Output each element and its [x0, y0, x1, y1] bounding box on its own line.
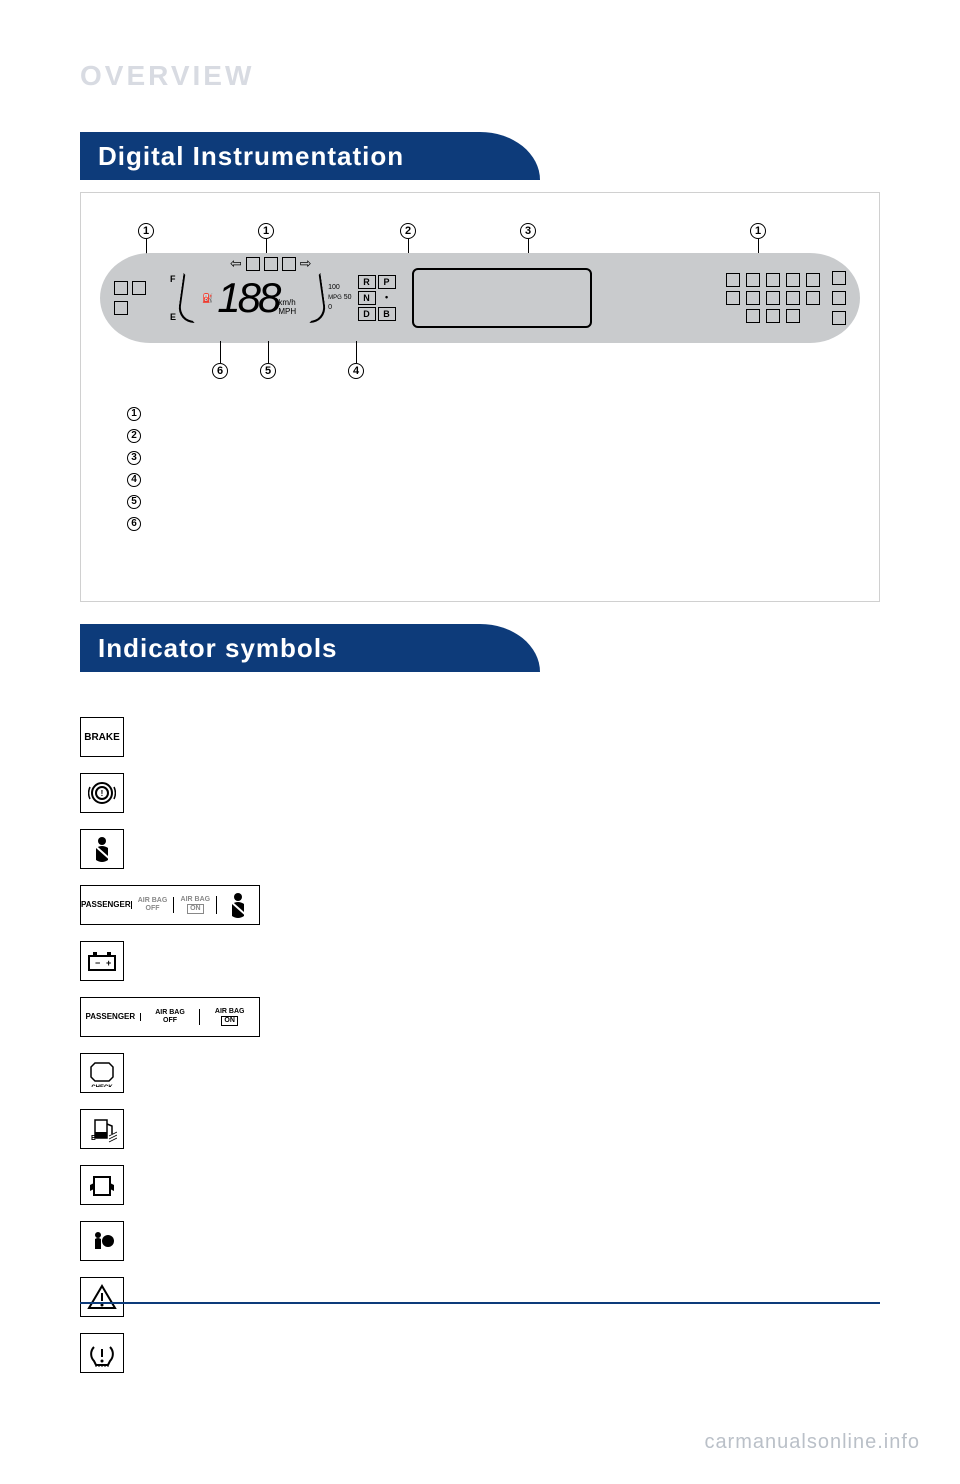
indicator-row: BRAKE Brake system warning1 — [80, 713, 880, 761]
indicator-row: PASSENGERAIR BAGOFFAIR BAGON Front passen… — [80, 881, 880, 929]
tpms-icon — [80, 1333, 124, 1373]
fuel-letters: F E — [170, 274, 176, 322]
low-fuel-icon: E — [80, 1109, 124, 1149]
indicator-label: Low Tire Pressure Warning1 — [138, 1345, 299, 1361]
right-indicator-grid — [726, 273, 822, 323]
callout-marker: 1 — [258, 223, 274, 239]
section-header-indicators: Indicator symbols — [80, 624, 880, 672]
indicator-label: Airbag SRS warning1 — [138, 1233, 260, 1249]
passenger-quad-icon: PASSENGERAIR BAGOFFAIR BAGON — [80, 885, 260, 925]
indicator-label: Malfunction/Check Engine indicator2 — [138, 1065, 347, 1081]
footer-link: carmanualsonline.info — [704, 1431, 920, 1454]
header-bar: Indicator symbols — [80, 624, 540, 672]
svg-text:!: ! — [101, 789, 104, 798]
far-right-col — [832, 271, 846, 325]
instrument-diagram-box: 1 1 2 3 1 F E ⛽ ⇦ ⇨ — [80, 192, 880, 602]
fuel-pump-icon: ⛽ — [202, 293, 213, 304]
indicator-row: Driver seat belt reminder — [80, 825, 880, 873]
section-header-instrumentation: Digital Instrumentation — [80, 132, 880, 180]
dashboard-wrap: 1 1 2 3 1 F E ⛽ ⇦ ⇨ — [100, 223, 860, 383]
callout-marker: 6 — [212, 363, 228, 379]
indicator-label: Charging system warning2 — [138, 953, 290, 969]
callout-marker: 5 — [260, 363, 276, 379]
legend-row: 1Service indicator and reminder — [127, 403, 861, 425]
legend-row: 5Speedometer — [127, 491, 861, 513]
header-text: Indicator symbols — [98, 633, 338, 664]
indicator-row: Airbag SRS warning1 — [80, 1217, 880, 1265]
indicator-label: Brake system warning1 — [138, 785, 271, 801]
svg-text:−: − — [95, 958, 100, 968]
fuel-gauge-arc — [177, 273, 202, 323]
indicator-label: Driver seat belt reminder — [138, 842, 280, 857]
footer-rule — [80, 1302, 880, 1304]
arrow-right-icon: ⇨ — [300, 255, 312, 272]
svg-text:CHECK: CHECK — [91, 1085, 113, 1087]
indicator-label: Low fuel level warning — [138, 1122, 266, 1137]
shift-position-grid: R P N • D B — [358, 275, 396, 321]
indicator-list: BRAKE Brake system warning1! Brake system … — [80, 713, 880, 1377]
indicator-row: CHECK Malfunction/Check Engine indicator2 — [80, 1049, 880, 1097]
arrow-left-icon: ⇦ — [230, 255, 242, 272]
header-bar: Digital Instrumentation — [80, 132, 540, 180]
airbag-icon — [80, 1221, 124, 1261]
legend-row: 6Fuel gauge — [127, 513, 861, 535]
brake-text-icon: BRAKE — [80, 717, 124, 757]
svg-text:E: E — [91, 1135, 96, 1142]
legend-list: 1Service indicator and reminder2Shift po… — [127, 403, 861, 535]
mpg-gauge-arc — [303, 273, 328, 323]
brake-drum-icon: ! — [80, 773, 124, 813]
master-warning-icon — [80, 1277, 124, 1317]
callout-marker: 4 — [348, 363, 364, 379]
door-ajar-icon — [80, 1165, 124, 1205]
passenger-triple-icon: PASSENGERAIR BAGOFFAIR BAGON — [80, 997, 260, 1037]
page-root: OVERVIEW Digital Instrumentation 1 1 2 3 1 F… — [0, 0, 960, 1484]
check-engine-icon: CHECK — [80, 1053, 124, 1093]
indicator-row: E Low fuel level warning — [80, 1105, 880, 1153]
page-number: 4 — [80, 1316, 89, 1334]
callout-marker: 1 — [138, 223, 154, 239]
indicator-row: Open door warning2 — [80, 1161, 880, 1209]
legend-row: 3Multi-information display — [127, 447, 861, 469]
dash-inner: F E ⛽ ⇦ ⇨ 188 km/h MPH — [110, 261, 850, 335]
speed-value: 188 — [217, 274, 278, 322]
page-title: OVERVIEW — [80, 60, 880, 92]
callout-marker: 3 — [520, 223, 536, 239]
legend-row: 4Instant fuel consumption — [127, 469, 861, 491]
mpg-scale: 100 MPG 50 0 — [328, 283, 351, 313]
multi-info-display — [412, 268, 592, 328]
indicator-label: Brake system warning1 — [138, 729, 271, 745]
turn-signal-row: ⇦ ⇨ — [230, 255, 311, 272]
battery-icon: −+ — [80, 941, 124, 981]
seatbelt-icon — [80, 829, 124, 869]
indicator-label: Front passenger occupant classification … — [274, 898, 688, 913]
svg-text:+: + — [106, 958, 111, 968]
indicator-row: ! Brake system warning1 — [80, 769, 880, 817]
indicator-row: Low Tire Pressure Warning1 — [80, 1329, 880, 1377]
indicator-row: PASSENGERAIR BAGOFFAIR BAGON Front passen… — [80, 993, 880, 1041]
header-text: Digital Instrumentation — [98, 141, 404, 172]
indicator-label: Front passenger occupant classification … — [274, 1010, 555, 1025]
indicator-row: Master warning2 — [80, 1273, 880, 1321]
speedometer: 188 km/h MPH — [217, 274, 296, 322]
indicator-row: −+ Charging system warning2 — [80, 937, 880, 985]
indicator-intro-text: For details, refer to “Indicators and wa… — [80, 686, 880, 701]
left-indicator-col — [114, 281, 146, 315]
indicator-label: Open door warning2 — [138, 1177, 254, 1193]
legend-row: 2Shift position indicator — [127, 425, 861, 447]
callout-marker: 2 — [400, 223, 416, 239]
callout-marker: 1 — [750, 223, 766, 239]
